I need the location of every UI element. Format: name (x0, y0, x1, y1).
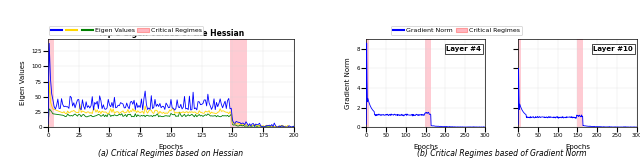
X-axis label: Epochs: Epochs (413, 144, 438, 150)
X-axis label: Epochs: Epochs (565, 144, 590, 150)
Text: Layer #4: Layer #4 (446, 46, 481, 52)
Bar (518, 39, 522, 127)
Legend: , , Eigen Values, Critical Regimes: , , Eigen Values, Critical Regimes (49, 26, 204, 35)
Y-axis label: Gradient Norm: Gradient Norm (345, 57, 351, 109)
X-axis label: Epochs: Epochs (159, 144, 184, 150)
Bar (366, 39, 369, 127)
Title: Top 3 Eigen Values of the Hessian: Top 3 Eigen Values of the Hessian (98, 29, 244, 38)
Text: Layer #10: Layer #10 (593, 46, 633, 52)
Bar (230, 39, 247, 127)
Legend: Gradient Norm, Critical Regimes: Gradient Norm, Critical Regimes (391, 26, 522, 35)
Bar (48, 39, 54, 127)
Text: (b) Critical Regimes based of Gradient Norm: (b) Critical Regimes based of Gradient N… (417, 149, 586, 158)
Y-axis label: Eigen Values: Eigen Values (20, 61, 26, 105)
Bar (425, 39, 431, 127)
Text: (a) Critical Regimes based on Hessian: (a) Critical Regimes based on Hessian (99, 149, 244, 158)
Bar (577, 39, 582, 127)
